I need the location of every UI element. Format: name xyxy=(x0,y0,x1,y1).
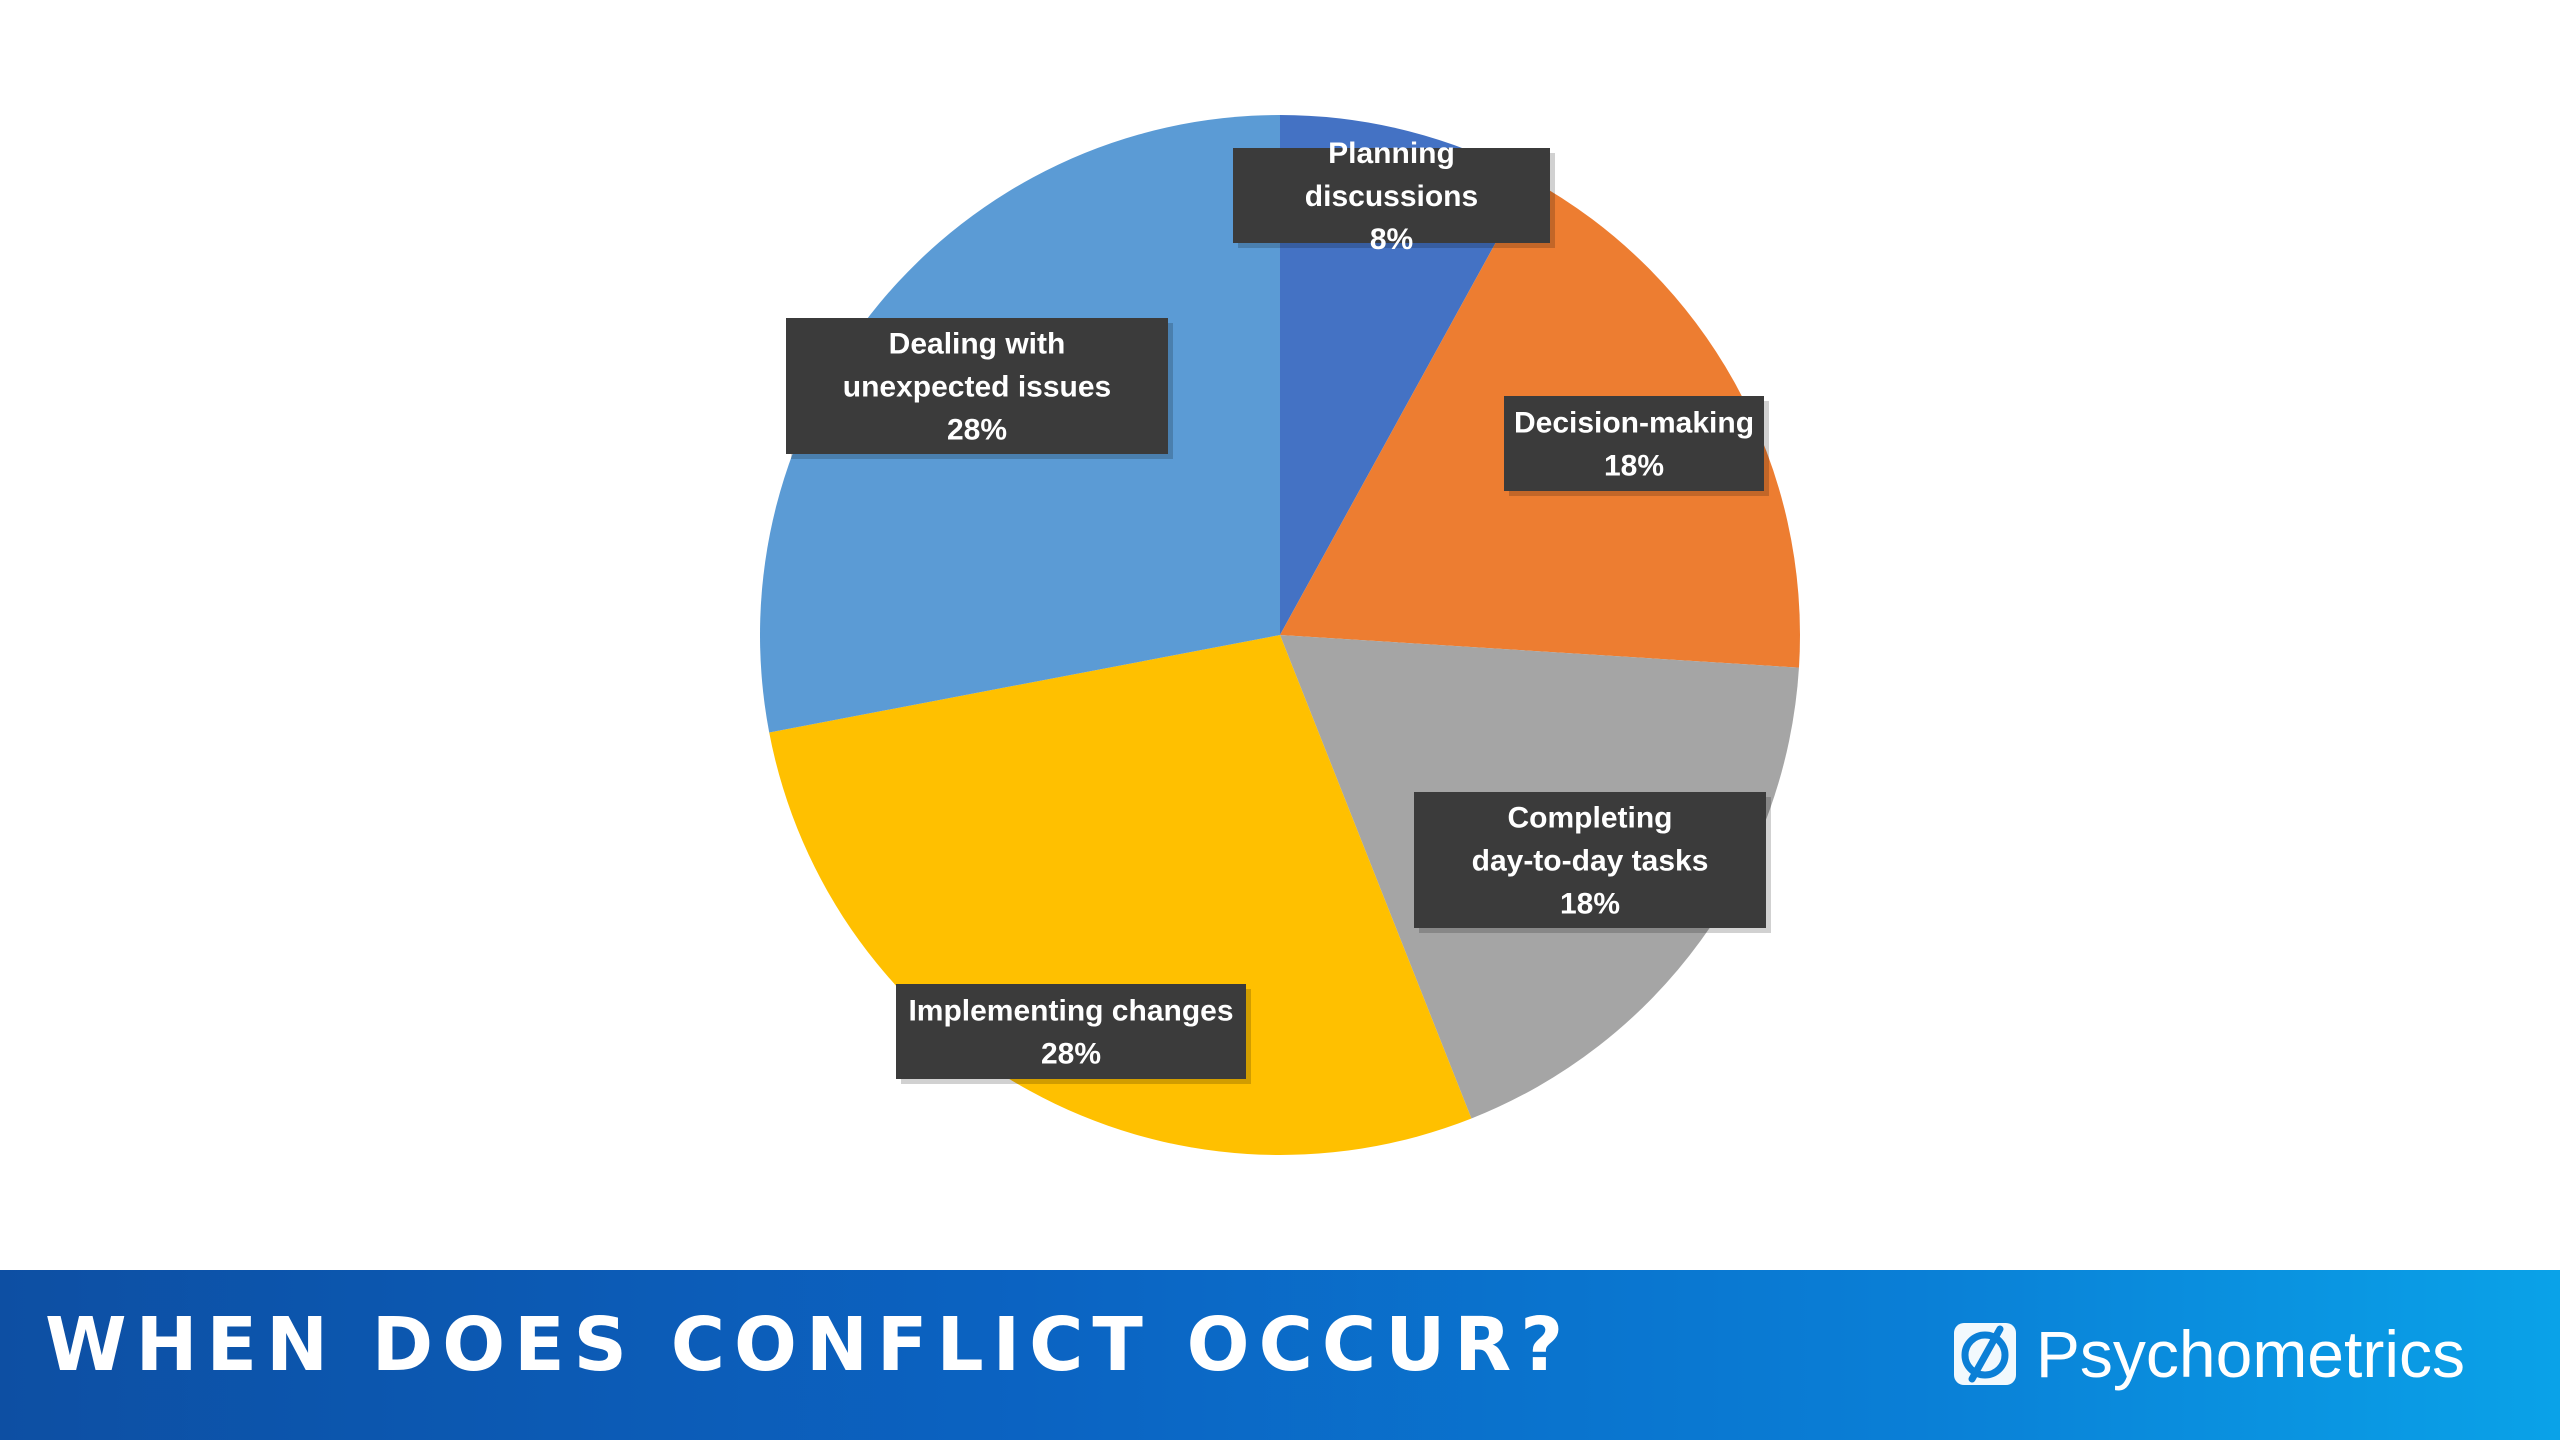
data-label-dealing-with-unexpected-issues: Dealing with unexpected issues 28% xyxy=(786,318,1173,459)
data-label-box xyxy=(1504,396,1764,491)
data-label-value: 8% xyxy=(1370,223,1413,256)
slide-title: WHEN DOES CONFLICT OCCUR? xyxy=(45,1302,1573,1388)
pie-slice-planning-discussions xyxy=(1280,115,1531,635)
data-label-completing-day-to-day-tasks: Completing day-to-day tasks 18% xyxy=(1414,792,1771,933)
data-label-box xyxy=(1233,148,1550,243)
pie-chart: Planningdiscussions8%Decision-making18%C… xyxy=(760,115,1800,1155)
data-label-name: Implementing changes xyxy=(908,995,1233,1028)
data-label-name: day-to-day tasks xyxy=(1472,845,1709,878)
data-label-name: discussions xyxy=(1305,180,1478,213)
data-label-value: 28% xyxy=(1041,1038,1101,1071)
data-label-box xyxy=(786,318,1168,454)
data-label-implementing-changes: Implementing changes 28% xyxy=(896,984,1251,1084)
data-label-name: unexpected issues xyxy=(843,371,1111,404)
footer-banner: WHEN DOES CONFLICT OCCUR? Psychometrics xyxy=(0,1270,2560,1440)
data-label-decision-making: Decision-making 18% xyxy=(1504,396,1769,496)
data-label-name: Dealing with xyxy=(889,328,1066,361)
psychometrics-logo-icon xyxy=(1953,1323,2016,1385)
brand-name: Psychometrics xyxy=(2035,1317,2465,1391)
data-label-value: 18% xyxy=(1560,888,1620,921)
data-label-box xyxy=(1414,792,1766,928)
data-label-name: Completing xyxy=(1508,802,1673,835)
data-label-name: Decision-making xyxy=(1514,407,1754,440)
data-label-value: 18% xyxy=(1604,450,1664,483)
data-label-value: 28% xyxy=(947,414,1007,447)
data-label-box xyxy=(896,984,1246,1079)
brand-logo: Psychometrics xyxy=(1950,1314,2465,1394)
data-label-planning-discussions: Planning discussions 8% xyxy=(1233,137,1555,256)
pie-data-labels: Planningdiscussions8%Decision-making18%C… xyxy=(786,137,1771,1084)
data-label-name: Planning xyxy=(1328,137,1455,170)
